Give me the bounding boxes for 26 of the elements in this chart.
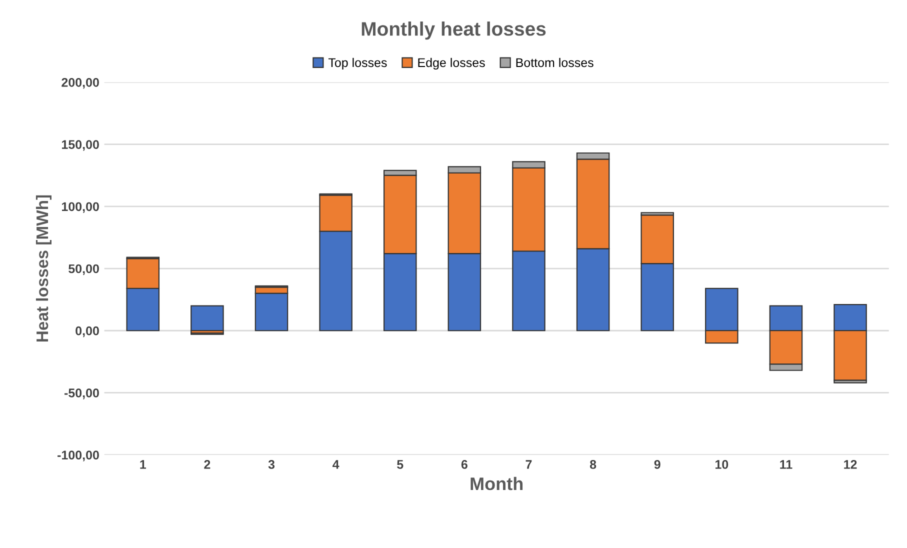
y-tick-label: -100,00 (58, 450, 99, 462)
y-axis-title: Heat losses [MWh] (36, 195, 52, 342)
x-tick-label: 4 (332, 460, 340, 469)
y-tick-label: 0,00 (76, 326, 99, 338)
legend-label: Edge losses (418, 58, 485, 70)
x-tick-label: 11 (780, 460, 792, 469)
bar (190, 305, 224, 332)
x-tick-label: 12 (844, 460, 857, 469)
x-axis-title: Month (470, 476, 523, 490)
x-tick-label: 10 (715, 460, 728, 469)
chart-title: Monthly heat losses (362, 22, 546, 40)
x-tick-label: 5 (397, 460, 404, 469)
x-tick-label: 8 (590, 460, 596, 469)
legend-label: Top losses (328, 58, 387, 70)
y-tick-label: 150,00 (62, 140, 99, 151)
y-tick-label: 100,00 (62, 202, 99, 213)
y-tick-label: -50,00 (64, 388, 99, 400)
x-tick-label: 1 (140, 460, 146, 469)
y-tick-label: 200,00 (62, 78, 99, 89)
x-tick-label: 6 (461, 460, 468, 469)
legend-label: Bottom losses (516, 58, 594, 68)
x-tick-label: 9 (654, 460, 660, 469)
x-tick-label: 2 (204, 460, 210, 469)
x-tick-label: 7 (526, 460, 532, 469)
y-tick-label: 50,00 (68, 264, 99, 275)
x-tick-label: 3 (268, 460, 275, 469)
